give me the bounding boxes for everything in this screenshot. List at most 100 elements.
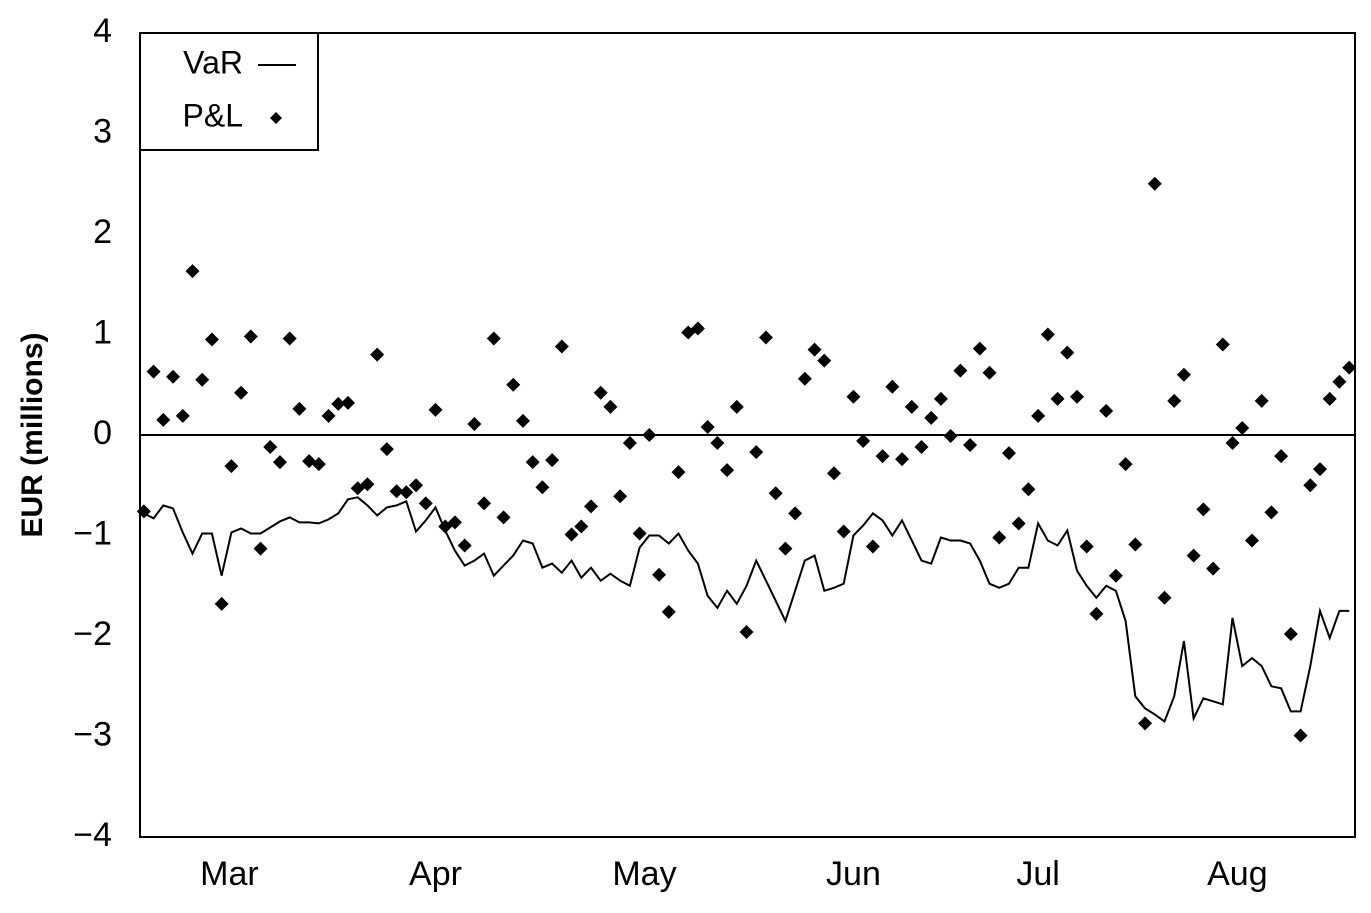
pnl-point: [1118, 457, 1133, 472]
pnl-point: [1021, 482, 1036, 497]
pnl-point: [224, 459, 239, 474]
pnl-point: [311, 457, 326, 472]
pnl-point: [943, 429, 958, 444]
pnl-point: [914, 440, 929, 455]
pnl-point: [729, 399, 744, 414]
pnl-point: [982, 365, 997, 380]
pnl-point: [1215, 337, 1230, 352]
y-tick-label: 1: [93, 313, 112, 351]
pnl-point: [477, 496, 492, 511]
pnl-point: [341, 395, 356, 410]
pnl-point: [885, 379, 900, 394]
pnl-point: [457, 538, 472, 553]
pnl-point: [875, 449, 890, 464]
pnl-point: [389, 484, 404, 499]
pnl-point: [1186, 548, 1201, 563]
pnl-point: [1079, 539, 1094, 554]
pnl-point: [1031, 408, 1046, 423]
pnl-point: [554, 339, 569, 354]
pnl-point: [1225, 436, 1240, 451]
y-tick-label: −2: [73, 615, 112, 653]
pnl-point: [418, 496, 433, 511]
pnl-point: [331, 396, 346, 411]
pnl-point: [690, 321, 705, 336]
legend-marker: [270, 112, 282, 124]
pnl-point: [195, 372, 210, 387]
pnl-point: [156, 412, 171, 427]
pnl-point: [749, 445, 764, 460]
legend-box: [139, 32, 319, 151]
pnl-point: [282, 331, 297, 346]
pnl-point: [486, 331, 501, 346]
pnl-point: [1001, 446, 1016, 461]
pnl-point: [652, 567, 667, 582]
pnl-point: [1089, 606, 1104, 621]
x-tick-label: Jul: [1016, 855, 1059, 893]
pnl-point: [904, 399, 919, 414]
pnl-point: [535, 480, 550, 495]
pnl-point: [1099, 403, 1114, 418]
y-tick-label: −3: [73, 715, 112, 753]
pnl-point: [409, 478, 424, 493]
legend-label: P&L: [183, 97, 243, 133]
pnl-point: [1313, 462, 1328, 477]
pnl-point: [972, 341, 987, 356]
pnl-point: [924, 410, 939, 425]
pnl-point: [1147, 176, 1162, 191]
pnl-point: [593, 385, 608, 400]
pnl-point: [807, 342, 822, 357]
pnl-point: [1060, 345, 1075, 360]
pnl-point: [428, 402, 443, 417]
pnl-point: [953, 363, 968, 378]
pnl-point: [214, 596, 229, 611]
pnl-point: [933, 391, 948, 406]
legend-label: VaR: [183, 44, 243, 80]
pnl-point: [1011, 516, 1026, 531]
pnl-point: [272, 455, 287, 470]
pnl-point: [603, 399, 618, 414]
pnl-point: [797, 371, 812, 386]
pnl-point: [506, 377, 521, 392]
pnl-point: [1283, 626, 1298, 641]
pnl-point: [1293, 728, 1308, 743]
pnl-point: [1167, 393, 1182, 408]
pnl-point: [1244, 533, 1259, 548]
pnl-point: [379, 442, 394, 457]
pnl-point: [447, 515, 462, 530]
pnl-point: [758, 330, 773, 345]
pnl-point: [146, 364, 161, 379]
x-tick-label: May: [612, 855, 676, 893]
y-tick-label: −4: [73, 816, 112, 854]
pnl-point: [1264, 505, 1279, 520]
pnl-point: [613, 489, 628, 504]
y-axis-label: EUR (millions): [16, 332, 49, 537]
pnl-point: [642, 428, 657, 442]
pnl-point: [525, 455, 540, 470]
pnl-point: [185, 264, 200, 279]
pnl-point: [671, 465, 686, 480]
pnl-point: [1342, 360, 1357, 375]
pnl-point: [1254, 393, 1269, 408]
pnl-point: [788, 506, 803, 521]
pnl-point: [710, 436, 725, 451]
pnl-point: [768, 486, 783, 501]
pnl-point: [856, 434, 871, 449]
pnl-point: [622, 436, 637, 451]
pnl-point: [1108, 568, 1123, 583]
pnl-point: [243, 329, 258, 344]
x-tick-label: Apr: [409, 855, 462, 893]
pnl-point: [1274, 449, 1289, 464]
pnl-point: [827, 466, 842, 481]
pnl-point: [739, 624, 754, 639]
pnl-point: [370, 347, 385, 362]
pnl-point: [1206, 561, 1221, 576]
y-tick-label: 2: [93, 213, 112, 251]
pnl-point: [1235, 420, 1250, 435]
pnl-point: [963, 438, 978, 453]
pnl-point: [1303, 478, 1318, 493]
x-tick-label: Mar: [200, 855, 259, 893]
var-line: [143, 496, 1350, 723]
pnl-point: [321, 408, 336, 423]
y-tick-label: 3: [93, 112, 112, 150]
